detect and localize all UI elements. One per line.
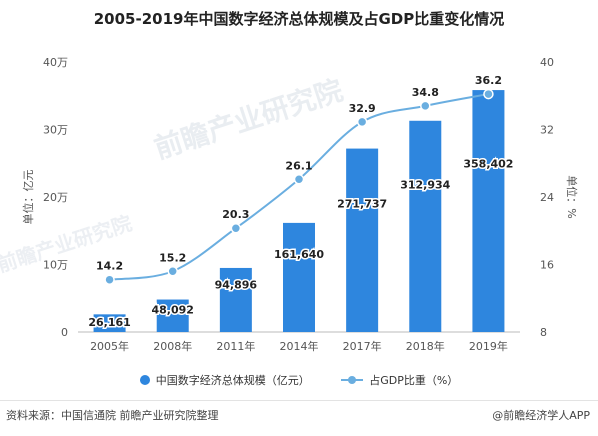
- bar-data-label: 161,640: [274, 248, 324, 261]
- legend: 中国数字经济总体规模（亿元） 占GDP比重（%）: [0, 372, 598, 388]
- y-right-tick-label: 24: [540, 191, 554, 204]
- x-tick-label: 2008年: [153, 339, 192, 353]
- footer-divider: [0, 400, 598, 401]
- bar: [93, 314, 126, 332]
- line-point: [483, 88, 494, 100]
- bar: [219, 267, 252, 332]
- y-left-tick-label: 30万: [43, 124, 68, 137]
- line-point: [293, 174, 305, 185]
- legend-line-swatch: [341, 375, 364, 385]
- y-left-tick-label: 40万: [43, 56, 68, 69]
- y-right-tick-label: 32: [540, 124, 554, 137]
- x-tick-label: 2018年: [406, 339, 445, 353]
- brand-credit: @前瞻经济学人APP: [492, 409, 590, 422]
- bar-data-label: 358,402: [463, 157, 513, 170]
- y-left-tick-label: 0: [61, 326, 68, 339]
- bar-data-label: 94,896: [215, 278, 258, 291]
- legend-item-bar[interactable]: 中国数字经济总体规模（亿元）: [139, 372, 310, 388]
- x-tick-label: 2017年: [343, 339, 382, 353]
- y-left-tick-label: 10万: [43, 259, 68, 272]
- bar-data-label: 271,737: [337, 197, 387, 210]
- x-tick-label: 2011年: [216, 339, 255, 353]
- y-left-tick-label: 20万: [43, 191, 68, 204]
- line-point: [356, 116, 368, 128]
- bar-data-label: 312,934: [400, 178, 450, 191]
- x-tick-label: 2005年: [90, 339, 129, 353]
- bar: [472, 90, 505, 333]
- bar: [156, 299, 189, 332]
- line-point: [420, 100, 431, 112]
- bar: [283, 222, 315, 332]
- line-data-label: 26.1: [285, 159, 312, 172]
- bar-data-label: 26,161: [88, 316, 130, 329]
- line-point: [167, 266, 178, 277]
- legend-line-label: 占GDP比重（%）: [369, 374, 459, 387]
- line-data-label: 32.9: [349, 102, 376, 115]
- y-right-tick-label: 40: [540, 56, 554, 69]
- bar: [346, 148, 379, 332]
- line-data-label: 36.2: [475, 74, 502, 87]
- x-tick-label: 2014年: [280, 339, 319, 353]
- bar-data-label: 48,092: [151, 304, 193, 317]
- legend-bar-label: 中国数字经济总体规模（亿元）: [155, 374, 310, 387]
- legend-item-line[interactable]: 占GDP比重（%）: [341, 372, 458, 388]
- y-right-tick-label: 16: [540, 259, 554, 272]
- line-point: [104, 274, 115, 285]
- legend-bar-swatch: [139, 375, 150, 385]
- source-note: 资料来源：中国信通院 前瞻产业研究院整理: [6, 409, 219, 422]
- line-data-label: 34.8: [412, 86, 439, 99]
- y-left-axis-title: 单位：亿元: [21, 170, 35, 225]
- line-data-label: 20.3: [222, 208, 249, 221]
- y-right-tick-label: 8: [540, 326, 547, 339]
- y-right-axis-title: 单位：%: [565, 175, 579, 218]
- chart-title: 2005-2019年中国数字经济总体规模及占GDP比重变化情况: [93, 10, 505, 28]
- line-data-label: 15.2: [159, 251, 186, 264]
- x-tick-label: 2019年: [469, 339, 508, 353]
- line-data-label: 14.2: [96, 260, 123, 273]
- line-point: [230, 222, 242, 234]
- bar: [409, 120, 442, 332]
